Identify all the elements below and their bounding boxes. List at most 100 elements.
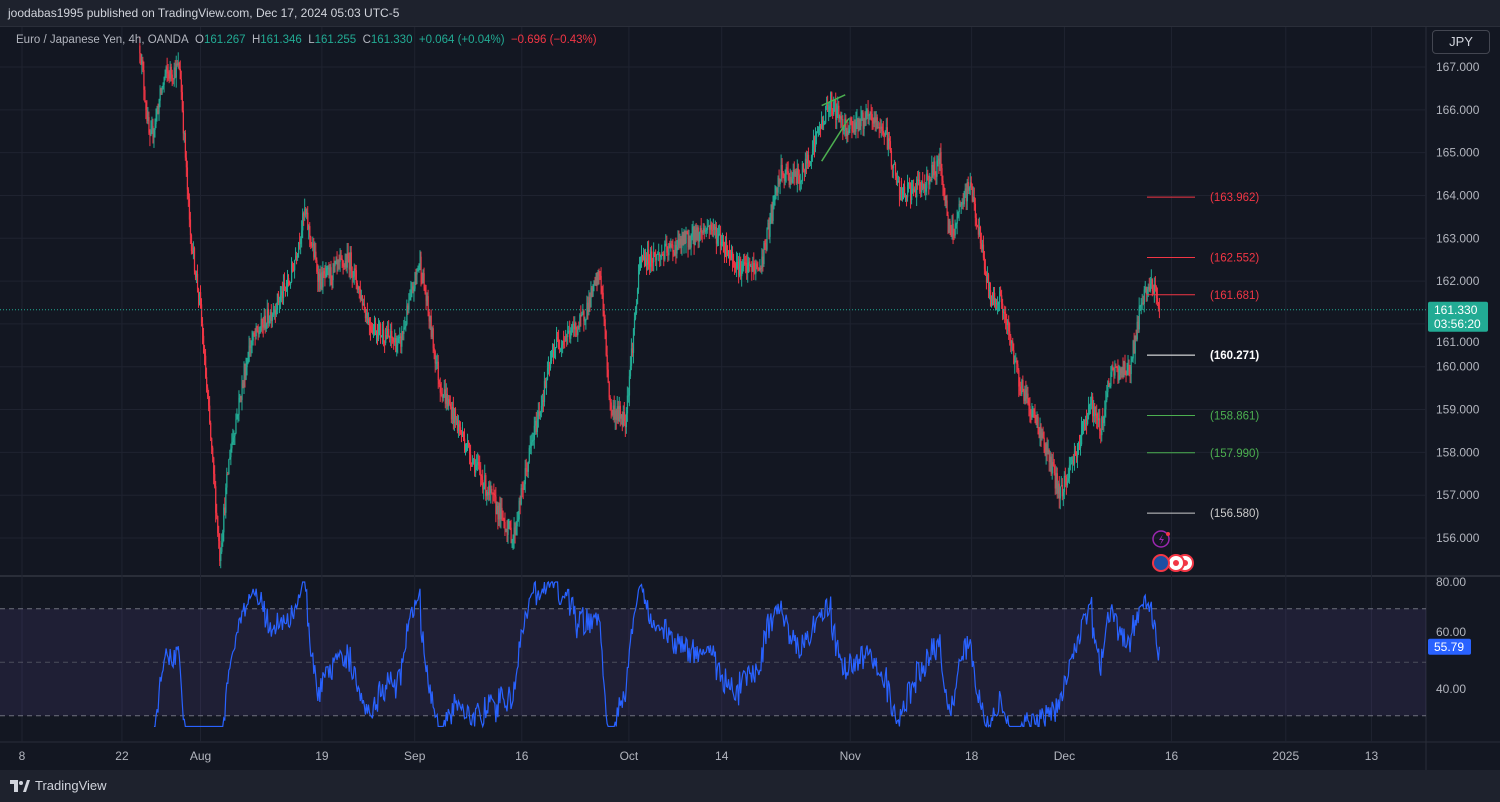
candle-body <box>567 330 569 338</box>
candle-body <box>712 224 715 230</box>
candle-body <box>762 256 764 265</box>
candle-body <box>715 226 718 244</box>
time-tick-label: 14 <box>715 749 729 763</box>
candle-body <box>405 324 407 327</box>
candle-body <box>655 257 657 261</box>
candle-body <box>180 79 182 93</box>
eu-flag-icon <box>1152 554 1170 572</box>
candle-body <box>427 296 429 312</box>
candle-body <box>368 318 371 327</box>
candle-body <box>536 419 539 433</box>
candle-body <box>491 488 493 493</box>
candle-body <box>281 291 284 299</box>
candle-body <box>977 226 980 235</box>
candle-body <box>745 262 747 265</box>
candle-body <box>425 293 427 302</box>
candle-body <box>703 228 705 232</box>
time-tick-label: 2025 <box>1272 749 1299 763</box>
candle-body <box>591 287 593 297</box>
candle-body <box>696 227 698 241</box>
candle-body <box>664 243 666 260</box>
candle-body <box>1090 403 1092 405</box>
candle-body <box>941 168 943 181</box>
candle-body <box>789 176 791 185</box>
candle-body <box>145 102 147 110</box>
candle-body <box>571 324 573 334</box>
candle-body <box>528 447 530 462</box>
change-value: +0.064 (+0.04%) <box>418 34 505 46</box>
price-chart[interactable]: 167.000 166.000 165.000 164.000 163.000 162.0… <box>0 0 1500 770</box>
time-tick-label: Oct <box>620 749 639 763</box>
candle-body <box>404 326 406 328</box>
lightning-glyph <box>1159 534 1164 545</box>
candle-body <box>770 209 772 218</box>
candle-body <box>805 158 808 164</box>
candle-body <box>354 268 356 271</box>
candle-body <box>587 302 589 312</box>
candle-body <box>295 256 297 261</box>
candle-body <box>1153 284 1156 294</box>
candle-body <box>838 105 840 119</box>
candle-body <box>769 217 771 237</box>
candle-body <box>966 182 968 202</box>
candle-body <box>964 188 966 191</box>
candle-body <box>1032 409 1034 411</box>
candle-body <box>814 137 817 147</box>
candle-body <box>953 234 955 236</box>
candle-body <box>752 262 754 272</box>
candle-body <box>144 89 146 103</box>
candle-body <box>994 292 996 304</box>
candle-body <box>557 337 559 340</box>
candle-body <box>895 175 898 183</box>
candle-body <box>997 303 999 305</box>
candle-body <box>316 260 318 272</box>
candle-body <box>1092 396 1094 417</box>
candle-body <box>949 221 951 232</box>
candle-body <box>867 110 869 117</box>
candle-body <box>735 267 737 269</box>
candle-body <box>351 271 353 278</box>
currency-button[interactable]: JPY <box>1432 30 1490 54</box>
candle-body <box>274 309 277 315</box>
candle-body <box>987 274 990 292</box>
candle-body <box>149 132 151 136</box>
candle-body <box>772 204 774 221</box>
footer-brand[interactable]: TradingView <box>10 778 107 793</box>
candle-body <box>1066 481 1069 486</box>
candle-body <box>685 231 687 244</box>
rsi-tick-label: 60.00 <box>1436 625 1466 639</box>
symbol-name[interactable]: Euro / Japanese Yen, 4h, OANDA <box>16 34 189 46</box>
candle-body <box>862 112 864 129</box>
candle-body <box>511 540 513 544</box>
candle-body <box>517 519 519 522</box>
candle-body <box>678 238 680 245</box>
candle-body <box>633 318 636 329</box>
candle-body <box>493 493 495 496</box>
candle-body <box>185 157 188 168</box>
close-label: C <box>362 34 371 46</box>
candle-body <box>747 262 749 273</box>
candle-body <box>170 66 172 75</box>
candle-body <box>876 117 878 129</box>
candle-body <box>795 171 797 184</box>
candle-body <box>846 131 848 136</box>
candle-body <box>804 158 807 173</box>
candle-body <box>965 188 967 202</box>
candle-body <box>163 77 165 85</box>
candle-body <box>478 462 480 466</box>
candle-body <box>1146 289 1148 295</box>
candle-body <box>184 133 187 158</box>
candle-body <box>265 323 267 329</box>
candle-body <box>1133 341 1135 354</box>
candle-body <box>338 260 340 262</box>
price-tick-label: 164.000 <box>1436 188 1480 202</box>
price-tick-label: 157.000 <box>1436 488 1480 502</box>
candle-body <box>1068 465 1071 479</box>
candle-body <box>988 290 991 292</box>
candle-body <box>737 261 739 263</box>
candle-body <box>822 120 824 126</box>
candle-body <box>810 156 813 162</box>
candle-body <box>453 408 456 424</box>
candle-body <box>512 538 514 541</box>
candle-body <box>1117 368 1119 381</box>
